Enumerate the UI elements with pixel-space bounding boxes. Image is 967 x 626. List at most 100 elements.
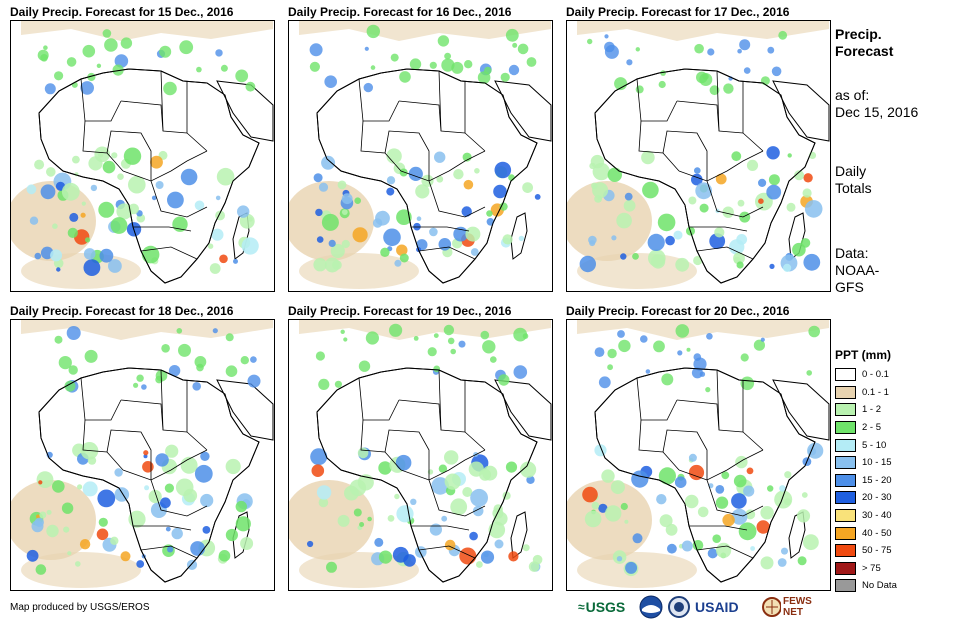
precip-cell — [712, 534, 721, 543]
precip-cell — [490, 356, 497, 363]
precip-cell — [584, 510, 602, 528]
precip-cell — [677, 350, 683, 356]
country-border — [186, 380, 208, 451]
precip-cell — [247, 374, 261, 388]
precip-cell — [786, 202, 796, 212]
precip-cell — [83, 259, 101, 276]
asof-date: Dec 15, 2016 — [835, 104, 919, 120]
country-border — [80, 377, 122, 421]
precip-cell — [513, 365, 528, 379]
precip-cell — [324, 257, 340, 273]
credit-text: Map produced by USGS/EROS — [10, 602, 150, 613]
precip-cell — [508, 64, 520, 76]
legend-label: 50 - 75 — [862, 545, 892, 557]
precip-cell — [651, 254, 666, 269]
country-border — [742, 81, 764, 152]
precip-cell — [746, 159, 759, 171]
precip-cell — [104, 38, 118, 52]
precip-cell — [399, 71, 411, 83]
precip-cell — [444, 539, 456, 551]
precip-cell — [632, 253, 639, 260]
country-border — [706, 479, 764, 517]
precip-cell — [465, 226, 481, 242]
legend-label: 1 - 2 — [862, 404, 882, 416]
precip-cell — [657, 213, 676, 232]
country-border — [150, 479, 208, 517]
precip-cell — [321, 155, 336, 170]
legend-item: 1 - 2 — [835, 401, 960, 419]
precip-cell — [736, 234, 748, 245]
precip-cell — [75, 561, 81, 567]
precip-cell — [200, 493, 214, 508]
precip-cell — [494, 161, 512, 179]
legend-label: 0 - 0.1 — [862, 369, 889, 381]
precip-cell — [77, 484, 83, 490]
legend-label: 40 - 50 — [862, 527, 892, 539]
precip-cell — [653, 340, 665, 353]
precip-cell — [143, 450, 149, 456]
precip-cell — [715, 496, 729, 509]
precip-cell — [410, 498, 417, 505]
precip-cell — [144, 485, 150, 491]
precip-cell — [605, 505, 622, 522]
precip-cell — [522, 544, 530, 552]
precip-cell — [684, 494, 699, 509]
precip-cell — [450, 348, 456, 355]
precip-cell — [341, 209, 348, 216]
precip-cell — [796, 509, 811, 523]
precip-cell — [624, 519, 629, 524]
country-border — [464, 380, 486, 451]
precip-cell — [723, 83, 734, 94]
coastline — [316, 68, 538, 284]
precip-cell — [324, 75, 337, 88]
precip-cell — [316, 236, 324, 243]
precip-cell — [212, 328, 218, 334]
daily-line1: Daily — [835, 163, 867, 179]
precip-cell — [409, 58, 422, 70]
precip-cell — [745, 509, 756, 520]
precip-cell — [699, 73, 713, 86]
country-border — [696, 545, 754, 559]
country-border — [106, 429, 152, 480]
precip-cell — [328, 239, 336, 247]
precip-cell — [54, 71, 64, 81]
precip-cell — [604, 34, 609, 39]
precip-cell — [102, 160, 116, 174]
precip-cell — [477, 71, 491, 84]
precip-cell — [46, 509, 52, 515]
precip-cell — [444, 473, 461, 490]
precip-cell — [114, 54, 129, 68]
precip-cell — [591, 501, 600, 510]
country-border — [358, 377, 400, 421]
precip-cell — [500, 72, 510, 82]
precip-cell — [458, 340, 466, 348]
precip-cell — [357, 474, 374, 491]
precip-cell — [589, 162, 596, 170]
precip-cell — [434, 151, 446, 163]
precip-cell — [450, 498, 468, 516]
precip-cell — [721, 471, 730, 480]
precip-cell — [767, 46, 775, 54]
precip-cell — [163, 81, 177, 96]
precip-cell — [756, 520, 770, 534]
precip-cell — [493, 184, 507, 199]
precip-map — [566, 319, 831, 591]
precip-cell — [469, 531, 478, 541]
coastline — [38, 367, 260, 583]
precip-cell — [632, 533, 643, 544]
precip-cell — [40, 184, 56, 200]
panel-title: Daily Precip. Forecast for 15 Dec., 2016 — [10, 5, 234, 19]
precip-map — [10, 20, 275, 292]
madagascar-landmass — [510, 212, 528, 260]
precip-cell — [802, 188, 812, 198]
legend-swatch — [835, 385, 856, 399]
map-drawing — [567, 21, 830, 289]
country-border — [411, 226, 470, 232]
precip-cell — [715, 173, 727, 185]
coastline — [594, 367, 816, 583]
precip-cell — [688, 453, 697, 462]
precip-cell — [429, 61, 437, 69]
precip-cell — [800, 238, 811, 248]
precip-cell — [431, 477, 449, 495]
precip-cell — [623, 199, 636, 212]
